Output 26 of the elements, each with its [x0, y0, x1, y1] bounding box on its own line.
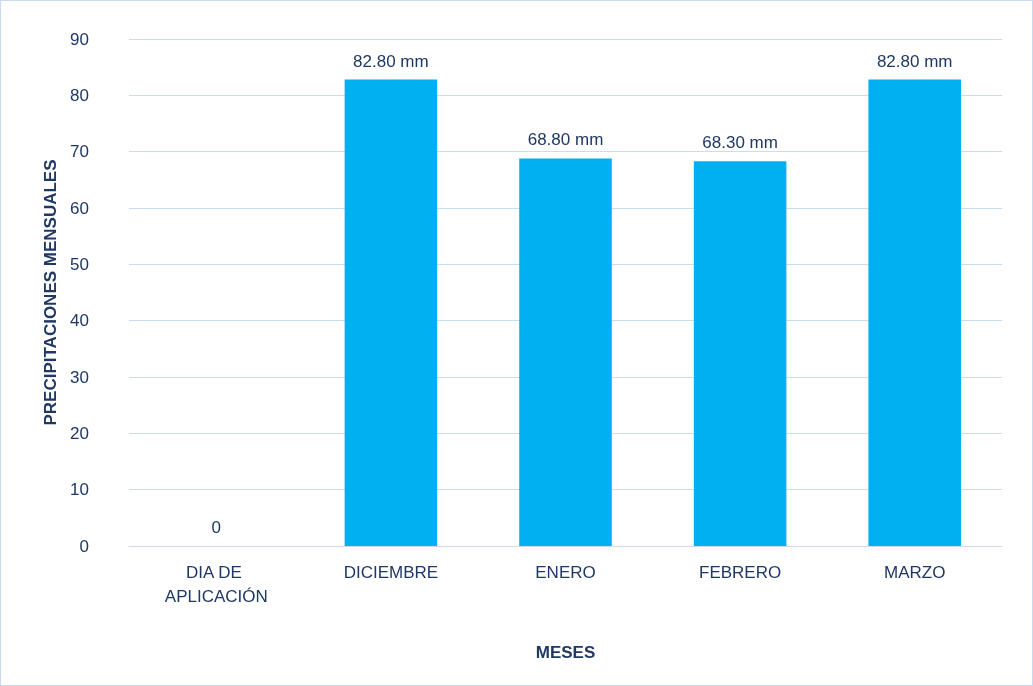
y-tick-label: 20	[70, 423, 89, 443]
x-tick-label: MARZO	[884, 562, 946, 582]
y-tick-label: 50	[70, 254, 89, 274]
x-tick-label: ENERO	[535, 562, 596, 582]
x-tick-label: DIA DE APLICACIÓN	[164, 562, 268, 606]
y-tick-label: 60	[70, 198, 89, 218]
y-tick-label: 0	[79, 536, 89, 556]
data-label: 82.80 mm	[876, 51, 953, 71]
x-tick-label: FEBRERO	[699, 562, 782, 582]
y-tick-label: 10	[70, 480, 89, 500]
y-tick-label: 80	[70, 85, 89, 105]
data-label: 68.80 mm	[527, 130, 604, 150]
y-axis-title: PRECIPITACIONES MENSUALES	[41, 159, 60, 426]
y-tick-label: 40	[70, 311, 89, 331]
y-tick-label: 70	[70, 142, 89, 162]
x-tick-label: DICIEMBRE	[343, 562, 439, 582]
bar	[693, 161, 787, 546]
bar	[344, 79, 438, 546]
data-label: 82.80 mm	[353, 51, 429, 71]
data-label: 68.30 mm	[702, 133, 778, 153]
bar	[519, 158, 612, 546]
bar	[868, 79, 961, 546]
y-tick-label: 30	[70, 367, 89, 387]
data-label: 0	[211, 518, 222, 537]
y-tick-label: 90	[70, 29, 89, 49]
x-axis-title: MESES	[535, 643, 596, 662]
